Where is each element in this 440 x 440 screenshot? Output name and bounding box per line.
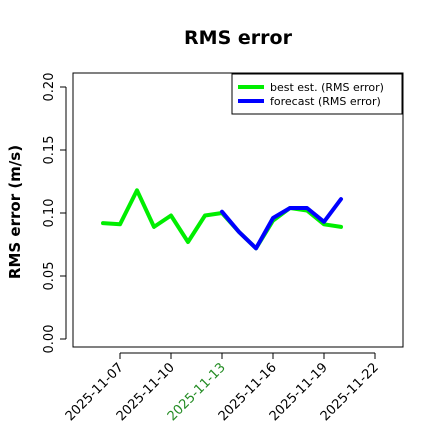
y-tick-label: 0.20 [42, 73, 57, 102]
y-tick-label: 0.15 [42, 136, 57, 165]
y-tick-label: 0.00 [42, 325, 57, 354]
plot-frame [72, 72, 404, 348]
legend-label: forecast (RMS error) [270, 95, 381, 108]
legend: best est. (RMS error)forecast (RMS error… [231, 73, 403, 115]
series-line-0 [101, 188, 343, 251]
y-tick-label: 0.10 [42, 199, 57, 228]
y-tick-label: 0.05 [42, 262, 57, 291]
chart-title: RMS error [184, 27, 293, 49]
legend-label: best est. (RMS error) [270, 81, 384, 94]
series-line-1 [220, 197, 343, 251]
y-axis: 0.00 0.05 0.10 0.15 0.20 [42, 73, 67, 354]
x-axis: 2025-11-072025-11-102025-11-132025-11-16… [63, 352, 382, 424]
series-layer [101, 188, 343, 251]
legend-box [231, 73, 403, 115]
y-axis-label: RMS error (m/s) [6, 145, 24, 279]
